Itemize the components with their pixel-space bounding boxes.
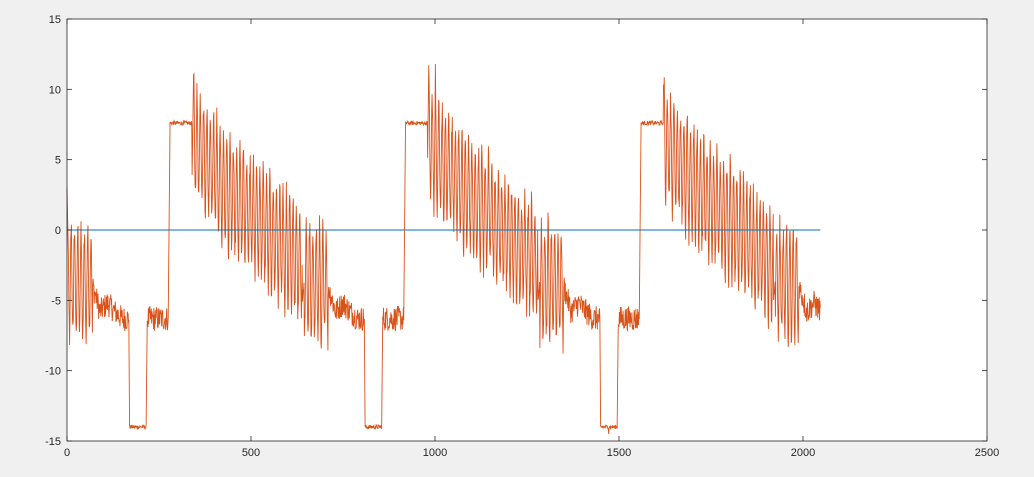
series-line-orange [66, 64, 821, 435]
y-tick-label: 0 [55, 225, 61, 237]
x-tick-label: 0 [64, 447, 70, 459]
y-tick-label: -15 [45, 436, 61, 448]
series-layer [66, 64, 821, 435]
y-tick-label: -10 [45, 366, 61, 378]
y-tick-label: -5 [51, 295, 61, 307]
y-tick-label: 10 [49, 84, 61, 96]
tick-layer: 0 500 1000 1500 2000 2500 -15 -10 -5 0 5 10 15 [45, 14, 999, 459]
x-tick-label: 500 [242, 447, 260, 459]
x-tick-label: 1000 [423, 447, 447, 459]
x-tick-label: 2500 [975, 447, 999, 459]
y-tick-label: 5 [55, 155, 61, 167]
y-tick-label: 15 [49, 14, 61, 26]
x-tick-label: 2000 [791, 447, 815, 459]
x-tick-label: 1500 [607, 447, 631, 459]
